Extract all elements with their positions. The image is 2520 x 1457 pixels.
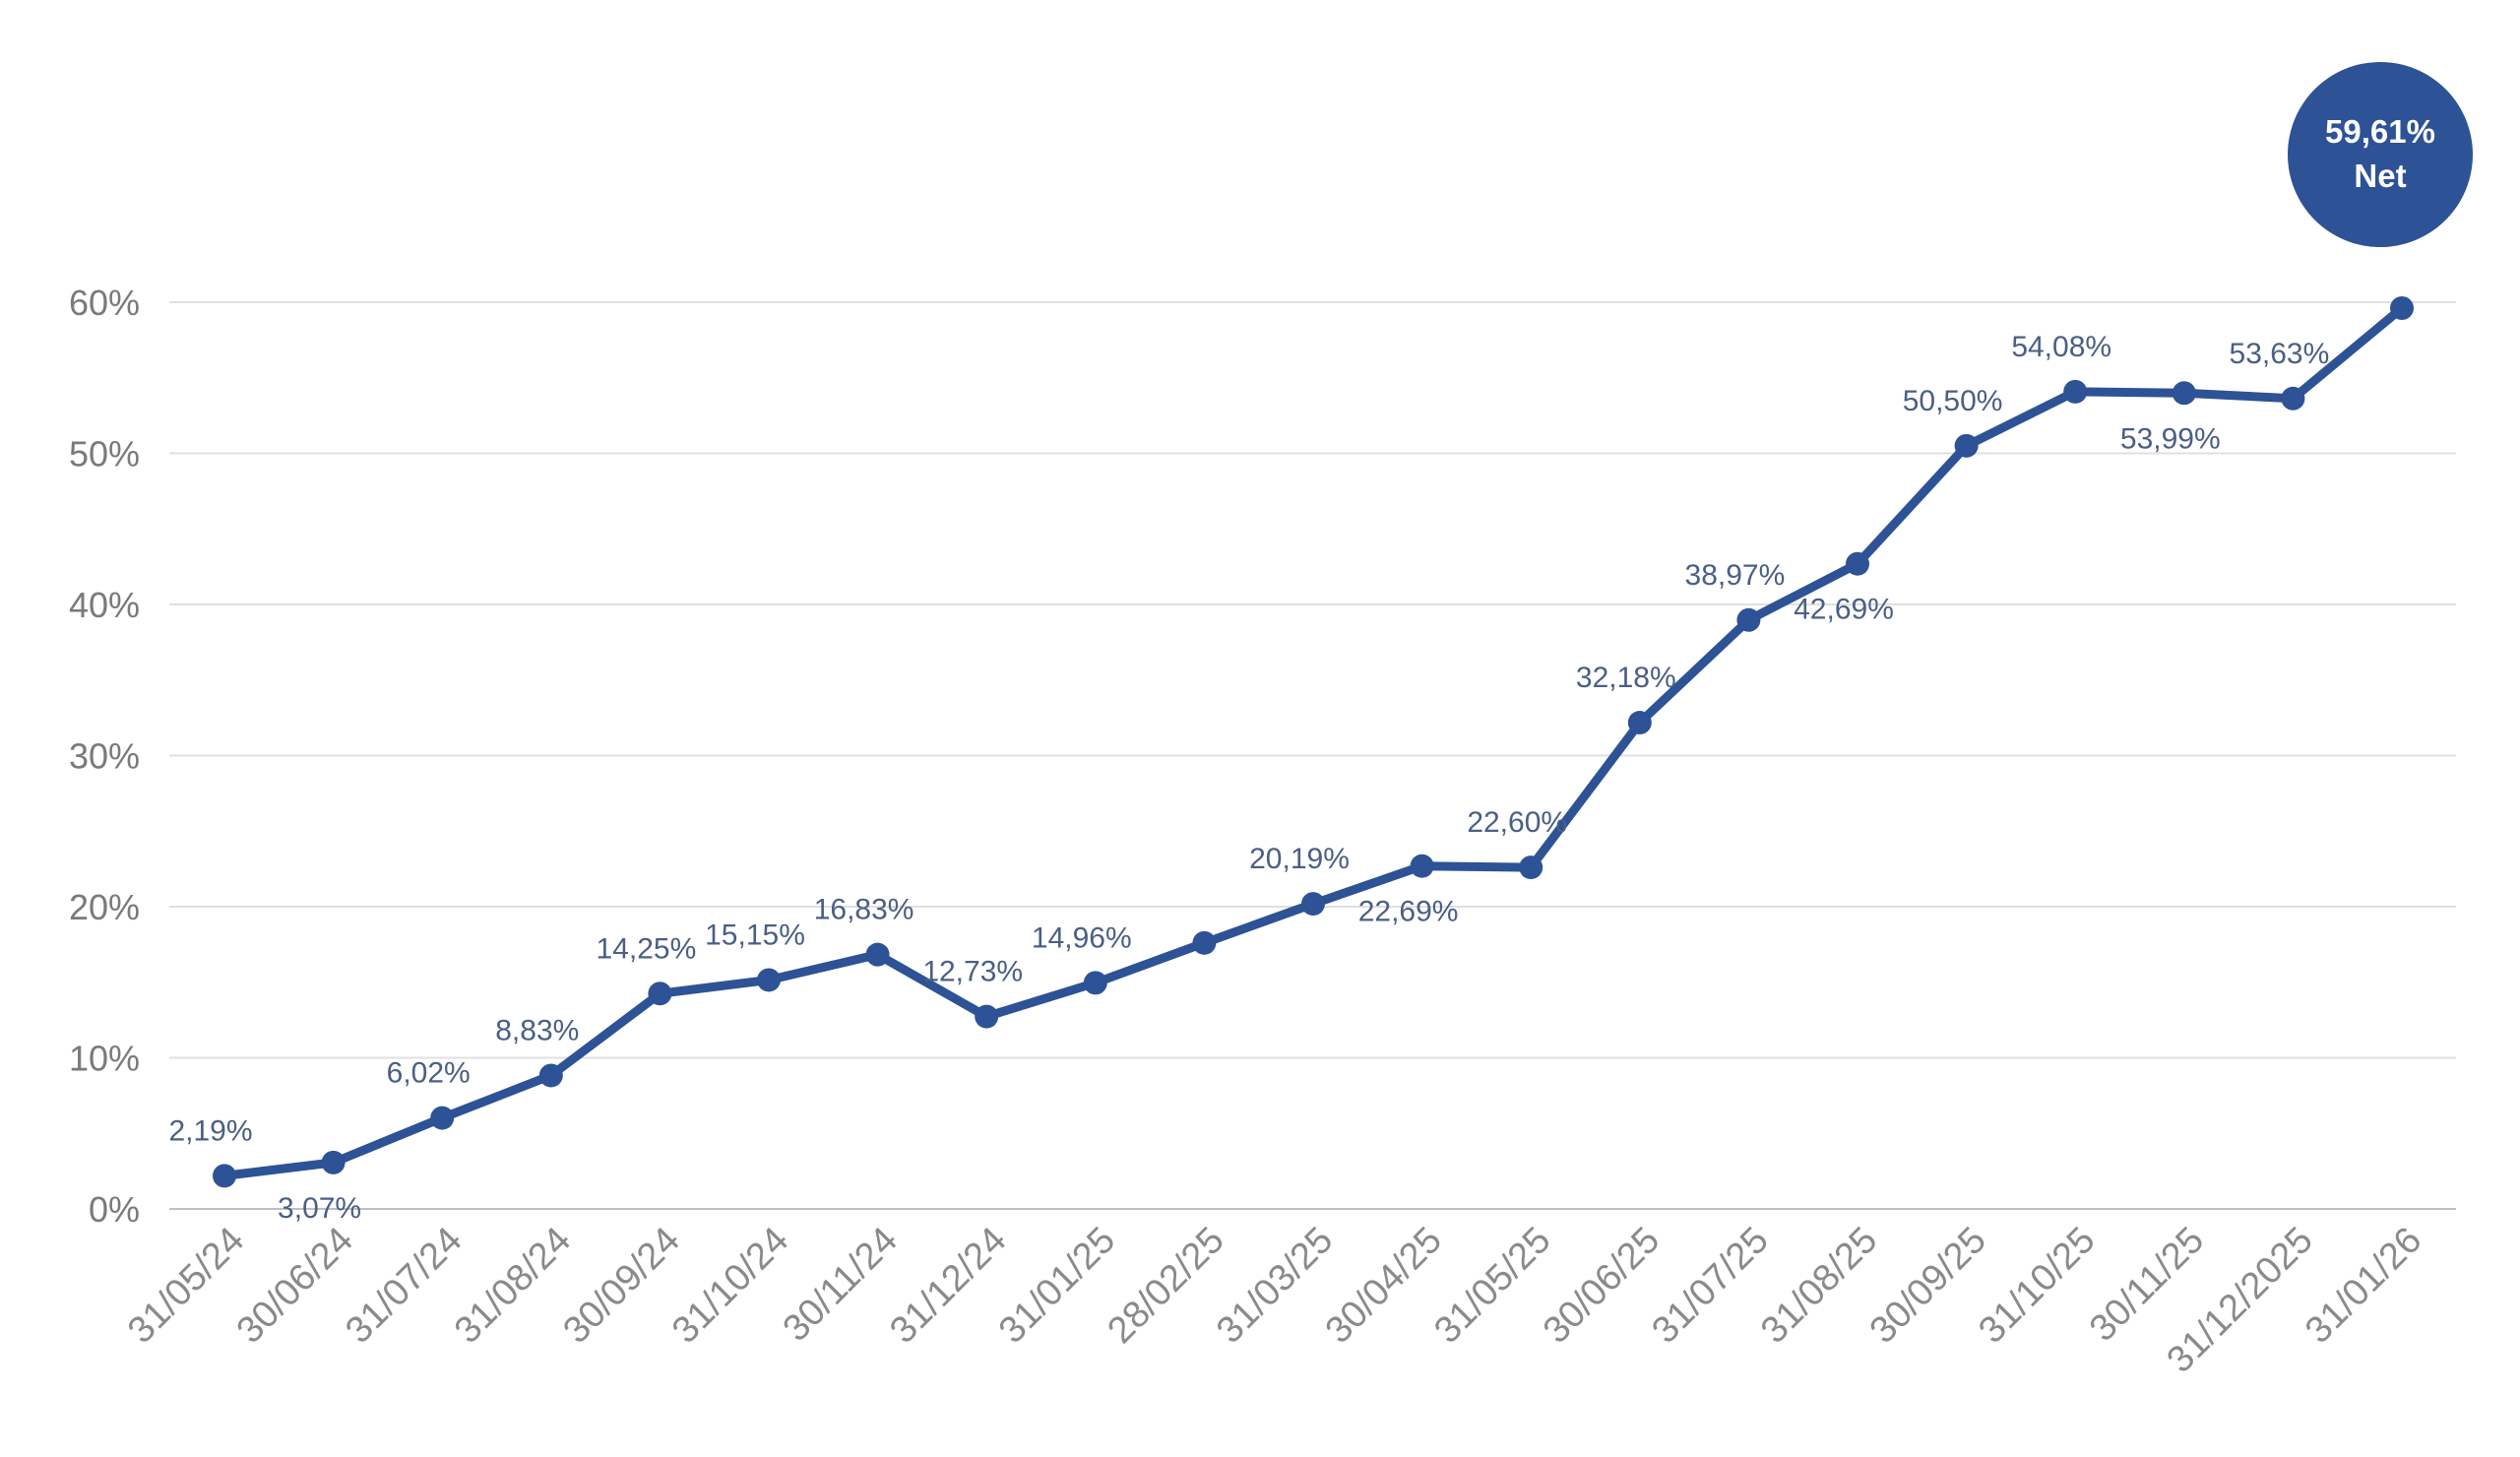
- data-point: [1627, 711, 1652, 735]
- y-tick-label: 10%: [69, 1039, 140, 1079]
- y-axis-tick-labels: 0% 10% 20% 30% 40% 50% 60%: [69, 283, 140, 1230]
- x-tick-label: 30/09/24: [555, 1220, 687, 1352]
- data-point: [757, 968, 781, 992]
- x-axis-tick-labels: 31/05/2430/06/2431/07/2431/08/2430/09/24…: [120, 1220, 2429, 1381]
- badge-circle: [2288, 62, 2473, 247]
- data-label: 16,83%: [814, 894, 914, 926]
- data-label: 32,18%: [1576, 662, 1676, 694]
- x-tick-label: 31/05/24: [120, 1220, 252, 1352]
- data-label: 2,19%: [168, 1114, 252, 1147]
- data-point: [1954, 433, 1979, 458]
- data-label: 38,97%: [1685, 559, 1786, 592]
- data-point: [1192, 930, 1217, 955]
- data-point: [430, 1106, 455, 1130]
- y-tick-label: 0%: [89, 1189, 140, 1230]
- data-point: [538, 1063, 563, 1088]
- data-point: [213, 1164, 236, 1188]
- data-label: 15,15%: [705, 919, 805, 951]
- grid-lines: [169, 301, 2456, 1059]
- data-points: [213, 295, 2414, 1188]
- x-tick-label: 31/12/24: [882, 1220, 1014, 1352]
- data-point: [2063, 379, 2088, 404]
- x-tick-label: 31/10/25: [1971, 1220, 2103, 1352]
- data-point: [1846, 551, 1869, 576]
- x-tick-label: 30/09/25: [1862, 1220, 1994, 1352]
- badge-caption: Net: [2354, 158, 2406, 194]
- data-point: [1301, 892, 1325, 917]
- data-labels: 2,19% 3,07% 6,02% 8,83% 14,25% 15,15% 16,83%12…: [168, 331, 2329, 1225]
- data-label: 53,63%: [2230, 338, 2330, 370]
- data-label: 50,50%: [1903, 385, 2003, 417]
- net-return-badge: 59,61% Net: [2288, 62, 2473, 247]
- y-tick-label: 40%: [69, 585, 140, 625]
- data-label: 54,08%: [2011, 331, 2111, 363]
- data-label: 6,02%: [387, 1057, 471, 1090]
- data-label: 42,69%: [1794, 594, 1894, 626]
- x-tick-label: 31/05/25: [1426, 1220, 1558, 1352]
- x-tick-label: 31/01/25: [991, 1220, 1123, 1352]
- data-label: 22,69%: [1358, 896, 1459, 928]
- data-point: [2172, 381, 2196, 406]
- data-label: 12,73%: [922, 956, 1023, 988]
- y-tick-label: 50%: [69, 434, 140, 475]
- y-tick-label: 30%: [69, 736, 140, 777]
- data-point: [1519, 855, 1544, 880]
- x-tick-label: 31/10/24: [664, 1220, 796, 1352]
- badge-value: 59,61%: [2325, 113, 2435, 150]
- data-point: [1736, 607, 1761, 632]
- data-point: [1083, 971, 1107, 995]
- data-point: [975, 1004, 999, 1029]
- data-point: [648, 982, 672, 1006]
- data-label: 14,25%: [597, 932, 697, 965]
- data-point: [2390, 295, 2414, 320]
- data-point: [1410, 854, 1434, 878]
- y-tick-label: 60%: [69, 283, 140, 323]
- data-label: 3,07%: [278, 1192, 361, 1225]
- x-tick-label: 31/07/24: [338, 1220, 470, 1352]
- data-point: [321, 1150, 346, 1174]
- x-tick-label: 31/01/26: [2298, 1220, 2429, 1352]
- x-tick-label: 31/08/25: [1753, 1220, 1885, 1352]
- data-label: 20,19%: [1249, 843, 1350, 875]
- x-tick-label: 30/06/25: [1536, 1220, 1668, 1352]
- x-tick-label: 30/04/25: [1318, 1220, 1450, 1352]
- x-tick-label: 31/03/25: [1209, 1220, 1341, 1352]
- data-label: 22,60%: [1467, 806, 1567, 839]
- y-tick-label: 20%: [69, 887, 140, 927]
- data-label: 8,83%: [495, 1014, 579, 1046]
- x-tick-label: 30/06/24: [229, 1220, 361, 1352]
- x-tick-label: 30/11/24: [776, 1220, 906, 1350]
- data-point: [865, 942, 890, 967]
- data-label: 14,96%: [1032, 921, 1132, 954]
- data-point: [2281, 386, 2305, 411]
- x-tick-label: 28/02/25: [1100, 1220, 1231, 1352]
- data-label: 53,99%: [2120, 422, 2221, 455]
- x-tick-label: 31/08/24: [447, 1220, 579, 1352]
- x-tick-label: 31/07/25: [1644, 1220, 1776, 1352]
